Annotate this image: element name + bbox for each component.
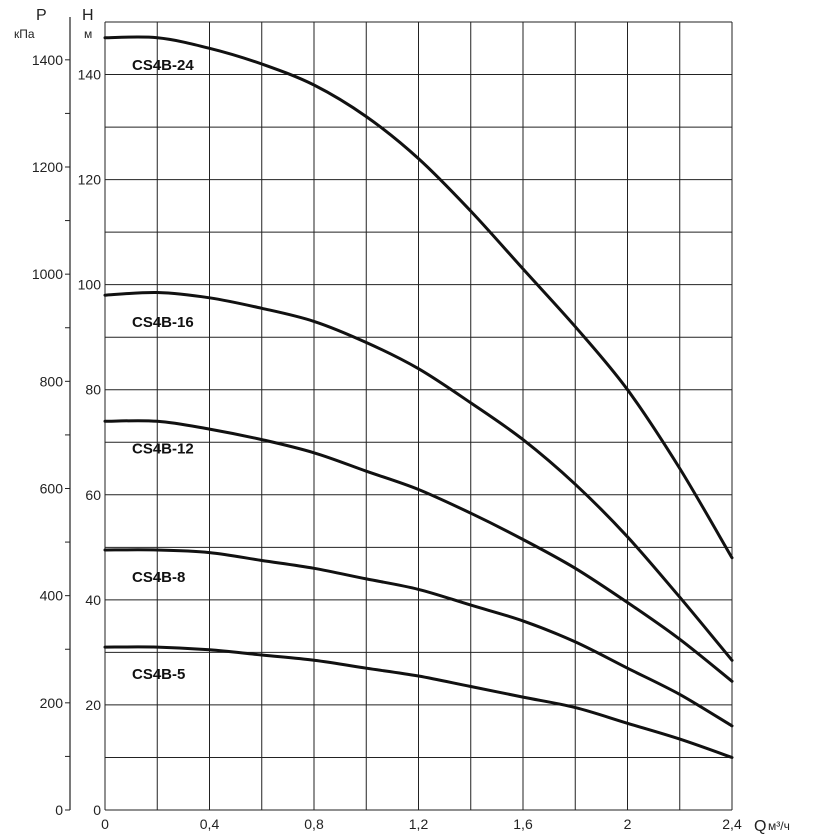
series-label-cs4b-5: CS4B-5: [132, 666, 185, 683]
pressure-tick-label: 1400: [32, 52, 63, 68]
head-tick-label: 120: [78, 172, 102, 188]
flow-axis-title: Q: [754, 818, 766, 835]
pressure-axis-unit: кПа: [14, 27, 35, 41]
head-tick-label: 80: [85, 382, 101, 398]
grid: [104, 21, 733, 811]
curve-cs4b-8: [103, 548, 734, 728]
series-label-cs4b-8: CS4B-8: [132, 569, 185, 586]
flow-tick-label: 1,2: [409, 816, 429, 832]
curve-cs4b-24: [103, 35, 734, 560]
head-tick-label: 100: [78, 277, 102, 293]
head-axis-ticks: 0 20 40 60 80 100 120 140: [78, 67, 102, 818]
head-axis-title: H: [82, 7, 94, 24]
head-tick-label: 40: [85, 592, 101, 608]
pressure-tick-label: 800: [40, 373, 64, 389]
head-tick-label: 140: [78, 67, 102, 83]
pressure-axis-title: P: [36, 7, 47, 24]
pressure-tick-label: 600: [40, 480, 64, 496]
curve-cs4b-16: [103, 290, 734, 662]
flow-tick-label: 2: [624, 816, 632, 832]
series-curves: [103, 35, 734, 759]
head-tick-label: 60: [85, 487, 101, 503]
flow-tick-label: 2,4: [722, 816, 742, 832]
pressure-tick-label: 1000: [32, 266, 63, 282]
pressure-axis-ticks: 0 200 400 600 800 1000 1200 1400: [32, 52, 70, 818]
series-label-cs4b-16: CS4B-16: [132, 314, 194, 331]
head-tick-label: 20: [85, 697, 101, 713]
series-labels: CS4B-24 CS4B-16 CS4B-12 CS4B-8 CS4B-5: [132, 57, 194, 683]
head-axis-unit: м: [84, 27, 92, 41]
flow-tick-label: 1,6: [513, 816, 533, 832]
pressure-tick-label: 400: [40, 588, 64, 604]
series-label-cs4b-24: CS4B-24: [132, 57, 194, 74]
series-label-cs4b-12: CS4B-12: [132, 440, 194, 457]
head-tick-label: 0: [93, 802, 101, 818]
flow-tick-label: 0: [101, 816, 109, 832]
flow-tick-label: 0,8: [304, 816, 324, 832]
pressure-tick-label: 200: [40, 695, 64, 711]
flow-axis-ticks: 0 0,4 0,8 1,2 1,6 2 2,4: [101, 816, 742, 832]
flow-axis-unit: м³/ч: [768, 819, 790, 833]
pressure-tick-label: 0: [55, 802, 63, 818]
curve-cs4b-5: [103, 645, 734, 759]
flow-tick-label: 0,4: [200, 816, 220, 832]
pressure-tick-label: 1200: [32, 159, 63, 175]
curve-cs4b-12: [103, 419, 734, 683]
